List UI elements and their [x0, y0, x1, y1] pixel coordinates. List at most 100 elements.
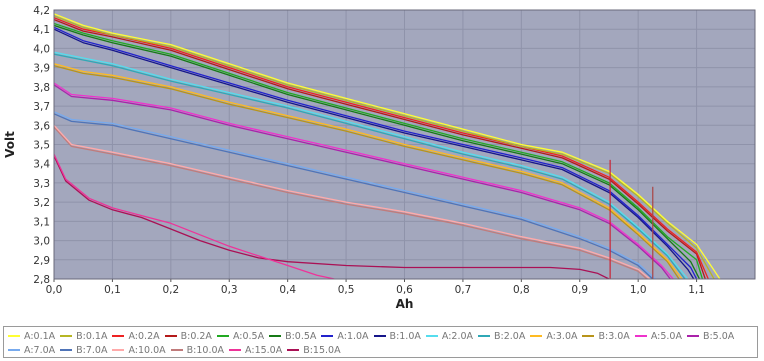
legend-swatch	[269, 335, 282, 337]
legend-swatch	[634, 335, 647, 337]
legend-swatch	[287, 349, 300, 351]
x-tick-label: 0,9	[571, 284, 588, 296]
legend-item: A:10.0A	[112, 343, 166, 357]
legend-swatch	[216, 335, 229, 337]
legend-swatch	[373, 335, 386, 337]
x-tick-label: 0,6	[396, 284, 413, 296]
series-line	[54, 124, 651, 279]
x-tick-label: 0,1	[104, 284, 121, 296]
legend-item: B:2.0A	[478, 329, 525, 343]
y-tick-label: 3,1	[33, 216, 50, 228]
legend-swatch	[8, 349, 20, 351]
legend-label: A:15.0A	[245, 344, 283, 356]
series-group	[54, 13, 721, 279]
legend-item: A:0.5A	[216, 329, 265, 343]
legend-item: A:2.0A	[425, 329, 474, 343]
legend-swatch	[112, 349, 125, 351]
legend-swatch	[582, 335, 595, 337]
legend-item: B:15.0A	[287, 343, 341, 357]
legend-swatch	[425, 335, 438, 337]
legend-label: A:0.2A	[128, 330, 160, 342]
legend: A:0.1A B:0.1A A:0.2A B:0.2A A:0.5A B:0.5A A:1.…	[3, 326, 758, 358]
legend-item: B:0.2A	[164, 329, 212, 343]
legend-item: A:3.0A	[530, 329, 577, 343]
legend-item: B:5.0A	[686, 329, 735, 343]
x-tick-label: 0,4	[279, 284, 296, 296]
legend-label: A:2.0A	[441, 330, 474, 342]
legend-item: B:0.5A	[269, 329, 316, 343]
series-line	[54, 153, 335, 279]
legend-label: A:1.0A	[337, 330, 369, 342]
y-tick-label: 3,4	[33, 159, 50, 171]
y-tick-label: 3,2	[33, 197, 50, 209]
legend-label: B:1.0A	[389, 330, 421, 342]
legend-label: B:0.2A	[180, 330, 212, 342]
x-tick-label: 1,0	[630, 284, 647, 296]
legend-item: A:7.0A	[8, 343, 55, 357]
legend-item: A:0.2A	[112, 329, 160, 343]
y-axis-title: Volt	[3, 131, 17, 158]
legend-label: B:5.0A	[702, 330, 735, 342]
y-tick-label: 3,0	[33, 236, 50, 248]
y-tick-label: 3,8	[33, 82, 50, 94]
legend-swatch	[478, 335, 491, 337]
legend-item: B:7.0A	[60, 343, 107, 357]
y-tick-label: 2,8	[33, 274, 50, 286]
legend-label: B:3.0A	[598, 330, 630, 342]
legend-swatch	[112, 335, 125, 337]
legend-item: A:0.1A	[8, 329, 55, 343]
series-line	[54, 84, 671, 279]
legend-label: B:7.0A	[76, 344, 108, 356]
series-line	[54, 113, 654, 279]
legend-swatch	[164, 335, 177, 337]
legend-swatch	[686, 335, 699, 337]
x-tick-label: 0,0	[46, 284, 63, 296]
y-tick-label: 2,9	[33, 255, 50, 267]
series-line	[54, 51, 689, 279]
legend-swatch	[229, 349, 242, 351]
legend-item: B:1.0A	[373, 329, 421, 343]
x-tick-label: 0,2	[162, 284, 179, 296]
y-tick-label: 3,3	[33, 178, 50, 190]
legend-item: B:0.1A	[60, 329, 107, 343]
legend-label: A:3.0A	[546, 330, 578, 342]
y-tick-label: 3,6	[33, 120, 50, 132]
legend-label: B:0.1A	[76, 330, 108, 342]
x-tick-label: 0,3	[221, 284, 238, 296]
y-tick-label: 4,2	[33, 5, 50, 17]
legend-swatch	[170, 349, 183, 351]
plot-frame	[53, 9, 756, 280]
legend-label: A:0.5A	[232, 330, 265, 342]
x-axis-title: Ah	[396, 297, 414, 311]
legend-label: A:7.0A	[24, 344, 56, 356]
legend-label: B:2.0A	[494, 330, 526, 342]
y-tick-label: 3,9	[33, 63, 50, 75]
chart-svg: 2,8 2,9 3,0 3,1 3,2 3,3 3,4 3,5 3,6 3,7 3,8 3,9 4,0 4…	[3, 5, 756, 311]
legend-label: B:10.0A	[186, 344, 225, 356]
legend-item: B:3.0A	[582, 329, 630, 343]
x-tick-label: 0,5	[338, 284, 355, 296]
series-line	[54, 63, 683, 279]
legend-swatch	[60, 349, 73, 351]
legend-label: B:0.5A	[285, 330, 317, 342]
legend-label: A:10.0A	[128, 344, 166, 356]
legend-swatch	[321, 335, 334, 337]
legend-item: A:1.0A	[321, 329, 369, 343]
legend-swatch	[60, 335, 73, 337]
series-line	[54, 65, 680, 279]
y-tick-label: 4,1	[33, 24, 50, 36]
legend-item: A:15.0A	[229, 343, 282, 357]
x-tick-label: 0,7	[455, 284, 472, 296]
series-line	[54, 82, 674, 279]
series-line	[54, 155, 610, 279]
series-line	[54, 111, 657, 279]
legend-label: B:15.0A	[303, 344, 341, 356]
x-tick-label: 0,8	[513, 284, 530, 296]
y-tick-label: 4,0	[33, 43, 50, 55]
x-tick-label: 1,1	[688, 284, 705, 296]
legend-item: B:10.0A	[170, 343, 225, 357]
legend-label: A:5.0A	[650, 330, 682, 342]
legend-swatch	[530, 335, 543, 337]
series-line	[54, 53, 686, 279]
